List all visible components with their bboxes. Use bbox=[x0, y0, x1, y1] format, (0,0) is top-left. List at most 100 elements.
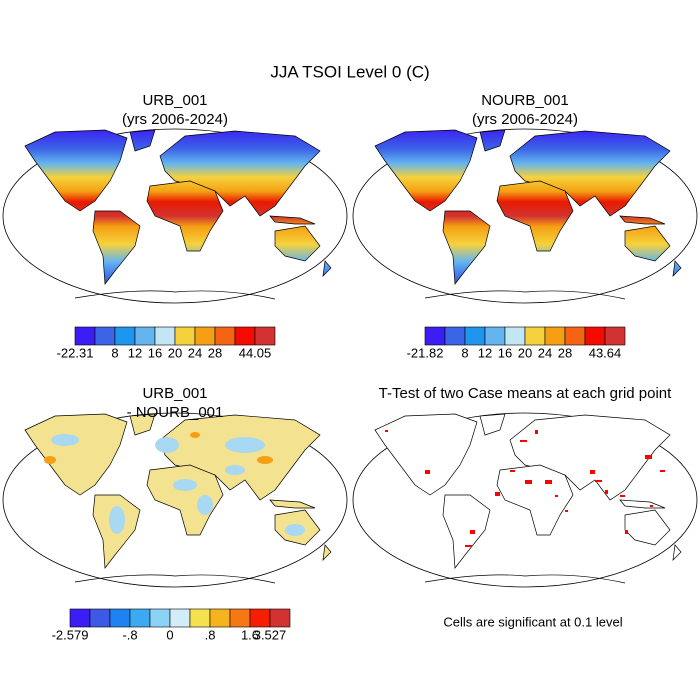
note: Cells are significant at 0.1 level bbox=[443, 614, 622, 629]
colorbar-label: -.8 bbox=[122, 627, 137, 642]
colorbar-box bbox=[504, 326, 526, 346]
colorbar-box bbox=[169, 608, 191, 628]
map-panel bbox=[352, 128, 698, 304]
colorbar-box bbox=[544, 326, 566, 346]
significant-cell bbox=[645, 455, 652, 459]
panel-title: URB_001 bbox=[142, 385, 207, 402]
significant-cell bbox=[465, 545, 472, 547]
colorbar-box bbox=[174, 326, 196, 346]
colorbar-box bbox=[214, 326, 236, 346]
panel-title: (yrs 2006-2024) bbox=[122, 111, 228, 128]
colorbar-box bbox=[134, 326, 156, 346]
colorbar-box bbox=[74, 326, 96, 346]
colorbar-box bbox=[234, 326, 256, 346]
colorbar-box bbox=[484, 326, 506, 346]
colorbar-label: 24 bbox=[188, 345, 202, 360]
colorbar-box bbox=[69, 608, 91, 628]
colorbar-box bbox=[89, 608, 111, 628]
colorbar-label: 24 bbox=[538, 345, 552, 360]
colorbar-label: 20 bbox=[168, 345, 182, 360]
colorbar-box bbox=[254, 326, 276, 346]
panel-title: - NOURB_001 bbox=[127, 404, 224, 421]
cool-patch bbox=[173, 479, 197, 491]
colorbar-label: 8 bbox=[111, 345, 118, 360]
colorbar-label: -22.31 bbox=[57, 345, 94, 360]
significant-cell bbox=[555, 495, 558, 497]
map-panel bbox=[2, 412, 348, 588]
panel-title: URB_001 bbox=[142, 92, 207, 109]
colorbar-box bbox=[584, 326, 606, 346]
colorbar-box bbox=[149, 608, 171, 628]
colorbar-box bbox=[269, 608, 291, 628]
significant-cell bbox=[520, 440, 527, 442]
panel-title: (yrs 2006-2024) bbox=[472, 111, 578, 128]
significant-cell bbox=[510, 470, 515, 472]
cool-patch bbox=[155, 437, 179, 453]
colorbar-label: .8 bbox=[205, 627, 216, 642]
cool-patch bbox=[225, 465, 245, 475]
significant-cell bbox=[525, 480, 532, 484]
colorbar-label: 16 bbox=[498, 345, 512, 360]
colorbar-label: 3.527 bbox=[254, 627, 287, 642]
colorbar-box bbox=[114, 326, 136, 346]
warm-patch bbox=[257, 456, 273, 464]
significant-cell bbox=[650, 505, 653, 507]
colorbar-label: -2.579 bbox=[52, 627, 89, 642]
colorbar-box bbox=[154, 326, 176, 346]
antarctica bbox=[74, 574, 276, 584]
maps bbox=[2, 128, 698, 588]
colorbar-box bbox=[109, 608, 131, 628]
panel-title: T-Test of two Case means at each grid po… bbox=[379, 385, 672, 402]
colorbar-label: 12 bbox=[128, 345, 142, 360]
cool-patch bbox=[51, 434, 79, 446]
colorbar-label: 0 bbox=[166, 627, 173, 642]
panel-title: NOURB_001 bbox=[481, 92, 569, 109]
significant-cell bbox=[535, 430, 538, 434]
colorbar-box bbox=[209, 608, 231, 628]
colorbar-label: 28 bbox=[208, 345, 222, 360]
colorbar-label: 12 bbox=[478, 345, 492, 360]
antarctica bbox=[424, 574, 626, 584]
significant-cell bbox=[385, 430, 388, 432]
significant-cell bbox=[620, 495, 625, 497]
colorbar-label: 28 bbox=[558, 345, 572, 360]
cool-patch bbox=[197, 495, 213, 515]
antarctica bbox=[74, 290, 276, 300]
colorbar-label: 8 bbox=[461, 345, 468, 360]
antarctica bbox=[424, 290, 626, 300]
colorbar-label: 20 bbox=[518, 345, 532, 360]
map-panel bbox=[352, 412, 698, 588]
significant-cell bbox=[425, 470, 430, 474]
cool-patch bbox=[225, 437, 265, 453]
colorbar-label: 16 bbox=[148, 345, 162, 360]
colorbar-box bbox=[604, 326, 626, 346]
significant-cell bbox=[590, 470, 595, 474]
colorbar-box bbox=[94, 326, 116, 346]
cool-patch bbox=[109, 506, 125, 534]
colorbar-label: 43.64 bbox=[589, 345, 622, 360]
cool-patch bbox=[285, 524, 305, 536]
figure-title: JJA TSOI Level 0 (C) bbox=[270, 62, 429, 81]
significant-cell bbox=[595, 480, 602, 482]
warm-patch bbox=[44, 456, 56, 464]
colorbar-box bbox=[189, 608, 211, 628]
colorbar-box bbox=[194, 326, 216, 346]
significant-cell bbox=[545, 480, 552, 484]
colorbar-box bbox=[444, 326, 466, 346]
significant-cell bbox=[660, 470, 665, 472]
colorbar-box bbox=[249, 608, 271, 628]
significant-cell bbox=[470, 530, 475, 534]
significant-cell bbox=[565, 510, 568, 512]
significant-cell bbox=[625, 530, 628, 534]
significant-cell bbox=[605, 490, 608, 494]
colorbar-box bbox=[129, 608, 151, 628]
colorbar-box bbox=[229, 608, 251, 628]
colorbar-box bbox=[464, 326, 486, 346]
colorbar-box bbox=[524, 326, 546, 346]
colorbar-box bbox=[424, 326, 446, 346]
colorbar-label: -21.82 bbox=[407, 345, 444, 360]
warm-patch bbox=[190, 432, 200, 438]
significant-cell bbox=[495, 492, 500, 496]
colorbar-box bbox=[564, 326, 586, 346]
